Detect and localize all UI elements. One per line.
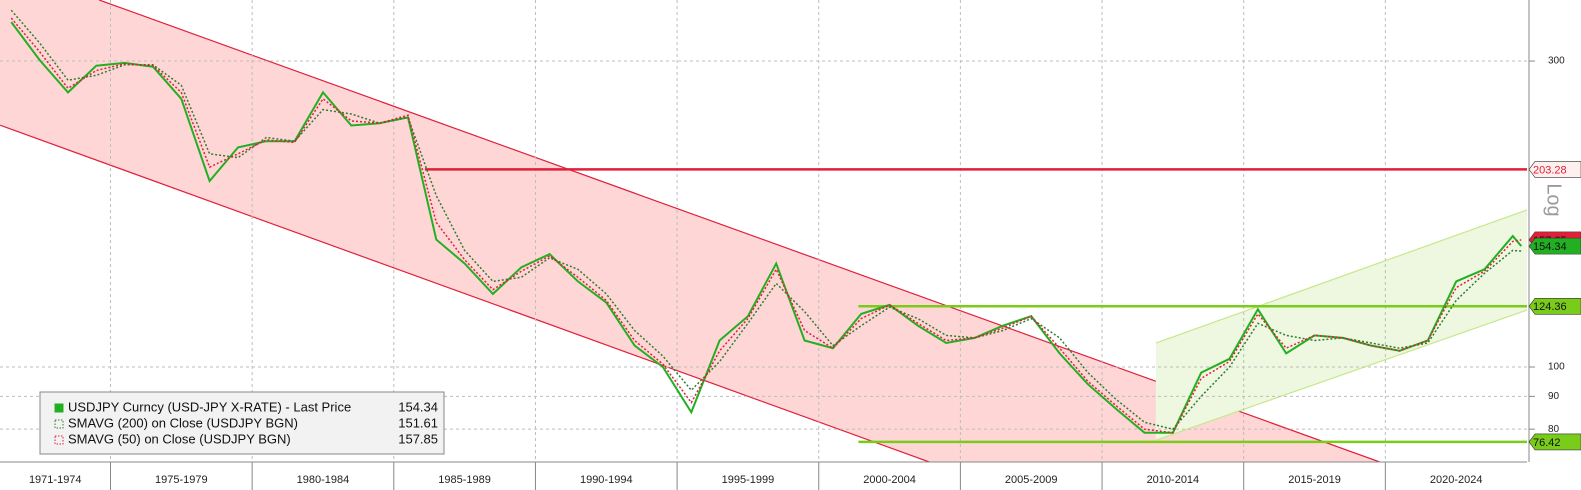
y-tick-label: 100 [1548, 362, 1565, 373]
legend-swatch [54, 419, 64, 429]
x-tick-label: 2015-2019 [1288, 474, 1341, 486]
x-tick-label: 2020-2024 [1430, 474, 1483, 486]
x-tick-label: 2010-2014 [1147, 474, 1200, 486]
legend-label: SMAVG (200) on Close (USDJPY BGN) [68, 415, 298, 430]
legend-swatch [54, 403, 64, 413]
value-tag-label: 154.34 [1533, 241, 1567, 253]
series-line [10, 21, 1523, 434]
y-tick-label: 90 [1548, 391, 1560, 402]
value-tag [1528, 237, 1581, 255]
scale-label: Log [1543, 183, 1565, 216]
x-tick-label: 1980-1984 [297, 474, 350, 486]
value-tag-label: 124.36 [1533, 301, 1567, 313]
series-line [10, 9, 1522, 431]
legend-swatch [54, 435, 64, 445]
value-tag [1528, 433, 1581, 451]
x-tick-label: 1990-1994 [580, 474, 633, 486]
channel-line [1155, 209, 1527, 344]
x-tick-label: 1995-1999 [722, 474, 775, 486]
y-tick-label: 300 [1548, 56, 1565, 67]
x-tick-label: 1975-1979 [155, 474, 208, 486]
value-tag-label: 203.28 [1533, 164, 1567, 176]
channel-fill [0, 0, 1380, 462]
channel-line [0, 124, 930, 462]
channel-fill [1155, 209, 1527, 441]
x-tick-label: 1985-1989 [438, 474, 491, 486]
x-tick-label: 1971-1974 [29, 474, 82, 486]
value-tag [1528, 297, 1581, 315]
value-tag-label: 76.42 [1533, 437, 1561, 449]
legend-label: SMAVG (50) on Close (USDJPY BGN) [68, 431, 291, 446]
x-tick-label: 2005-2009 [1005, 474, 1058, 486]
x-tick-label: 2000-2004 [863, 474, 916, 486]
plot-area [0, 0, 1527, 462]
y-tick-label: 80 [1548, 424, 1560, 435]
legend-label: USDJPY Curncy (USD-JPY X-RATE) - Last Pr… [68, 399, 351, 414]
legend-value: 154.34 [398, 399, 438, 414]
legend-box [39, 391, 445, 455]
legend-value: 157.85 [398, 431, 438, 446]
legend: USDJPY Curncy (USD-JPY X-RATE) - Last Pr… [39, 391, 445, 455]
value-tag [1528, 161, 1581, 178]
channel-line [1155, 309, 1527, 441]
legend-value: 151.61 [398, 415, 438, 430]
